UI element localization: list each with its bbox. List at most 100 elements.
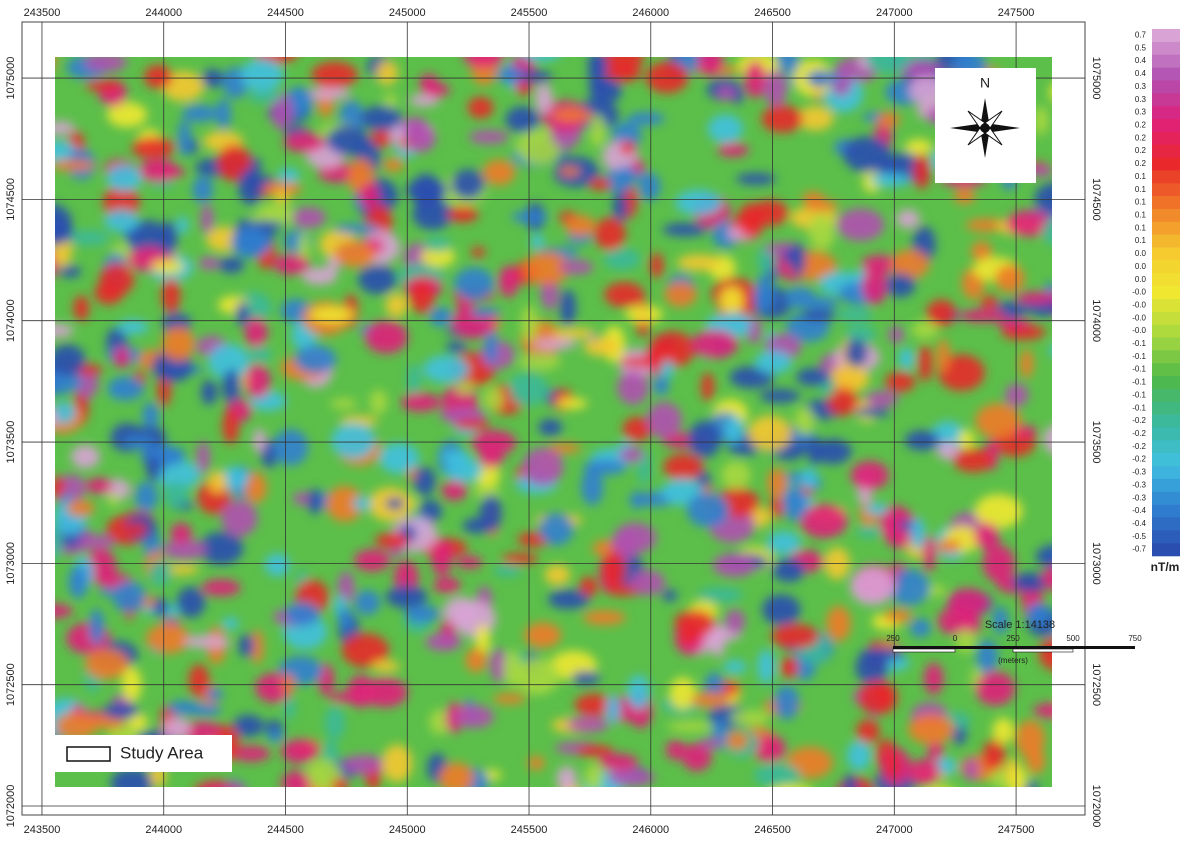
colorbar-label: 0.3: [1135, 108, 1147, 117]
colorbar-swatch: [1152, 453, 1180, 467]
legend-label: Study Area: [120, 743, 204, 762]
anomaly: [327, 256, 340, 272]
y-tick-label-right: 1072000: [1090, 785, 1102, 828]
colorbar-swatch: [1152, 401, 1180, 415]
anomaly: [142, 401, 160, 429]
anomaly: [471, 246, 486, 258]
colorbar-swatch: [1152, 208, 1180, 223]
anomaly: [470, 430, 517, 456]
anomaly: [716, 85, 737, 101]
anomaly: [505, 106, 540, 133]
anomaly: [496, 66, 526, 83]
anomaly: [776, 57, 791, 72]
anomaly: [463, 57, 505, 68]
anomaly: [976, 639, 998, 674]
anomaly: [360, 105, 403, 131]
anomaly: [85, 477, 113, 494]
anomaly: [854, 406, 890, 418]
anomaly: [65, 230, 111, 246]
colorbar-swatch: [1152, 183, 1180, 197]
anomaly: [353, 549, 391, 572]
anomaly: [55, 323, 74, 338]
anomaly: [192, 175, 214, 204]
anomaly: [717, 143, 749, 157]
anomaly: [507, 372, 549, 406]
anomaly: [553, 327, 597, 339]
anomaly: [375, 60, 399, 85]
anomaly: [527, 756, 545, 770]
anomaly: [687, 420, 722, 458]
anomaly: [518, 353, 561, 370]
anomaly: [429, 306, 453, 327]
anomaly: [856, 719, 880, 744]
colorbar-swatch: [1152, 29, 1180, 43]
colorbar-swatch: [1152, 363, 1180, 377]
anomaly: [662, 222, 708, 237]
anomaly: [440, 450, 470, 464]
anomaly: [273, 428, 309, 466]
anomaly: [686, 492, 730, 528]
anomaly: [302, 787, 325, 797]
anomaly: [361, 677, 408, 708]
anomaly: [238, 168, 264, 206]
anomaly: [1011, 572, 1051, 593]
anomaly: [201, 579, 241, 596]
anomaly: [547, 589, 590, 610]
anomaly: [408, 279, 435, 314]
anomaly: [113, 346, 131, 368]
anomaly: [84, 648, 129, 680]
anomaly: [438, 762, 475, 787]
anomaly: [359, 183, 380, 209]
anomaly: [404, 125, 436, 153]
anomaly: [538, 512, 574, 546]
anomaly: [718, 312, 751, 328]
colorbar-label: -0.7: [1132, 545, 1146, 554]
colorbar-label: -0.4: [1132, 506, 1146, 515]
x-tick-label-bottom: 244000: [145, 824, 182, 836]
anomaly: [112, 580, 146, 613]
scale-tick-label: 0: [953, 634, 958, 643]
anomaly: [330, 398, 358, 409]
anomaly: [744, 60, 767, 98]
anomaly: [698, 738, 724, 749]
anomaly: [826, 387, 858, 416]
anomaly: [724, 609, 746, 634]
anomaly: [923, 662, 944, 695]
anomaly: [283, 131, 325, 153]
anomaly: [844, 324, 877, 345]
anomaly: [400, 392, 441, 412]
anomaly: [612, 192, 628, 222]
anomaly: [379, 442, 420, 474]
anomaly: [701, 372, 715, 402]
anomaly: [663, 453, 704, 481]
anomaly: [801, 309, 837, 321]
anomaly: [294, 345, 337, 374]
anomaly: [418, 499, 443, 523]
x-tick-label-top: 247500: [998, 7, 1035, 19]
anomaly: [337, 606, 353, 631]
anomaly: [974, 522, 1000, 551]
anomaly: [954, 187, 975, 205]
colorbar-swatch: [1152, 260, 1180, 274]
anomaly: [232, 714, 264, 737]
anomaly: [770, 494, 784, 519]
anomaly: [624, 305, 664, 324]
anomaly: [385, 497, 405, 510]
anomaly: [850, 567, 895, 606]
colorbar-swatch: [1152, 427, 1180, 441]
anomaly: [244, 363, 271, 399]
anomaly: [883, 609, 913, 623]
anomaly: [501, 553, 539, 565]
anomaly: [145, 623, 191, 654]
anomaly: [444, 457, 483, 483]
anomaly: [385, 585, 428, 609]
anomaly: [721, 461, 751, 489]
anomaly: [729, 710, 770, 726]
anomaly: [697, 587, 744, 603]
anomaly: [161, 71, 205, 102]
anomaly: [576, 745, 614, 757]
scale-title: Scale 1:14138: [985, 619, 1055, 631]
anomaly: [131, 136, 175, 160]
anomaly: [773, 685, 800, 720]
anomaly: [709, 622, 726, 657]
